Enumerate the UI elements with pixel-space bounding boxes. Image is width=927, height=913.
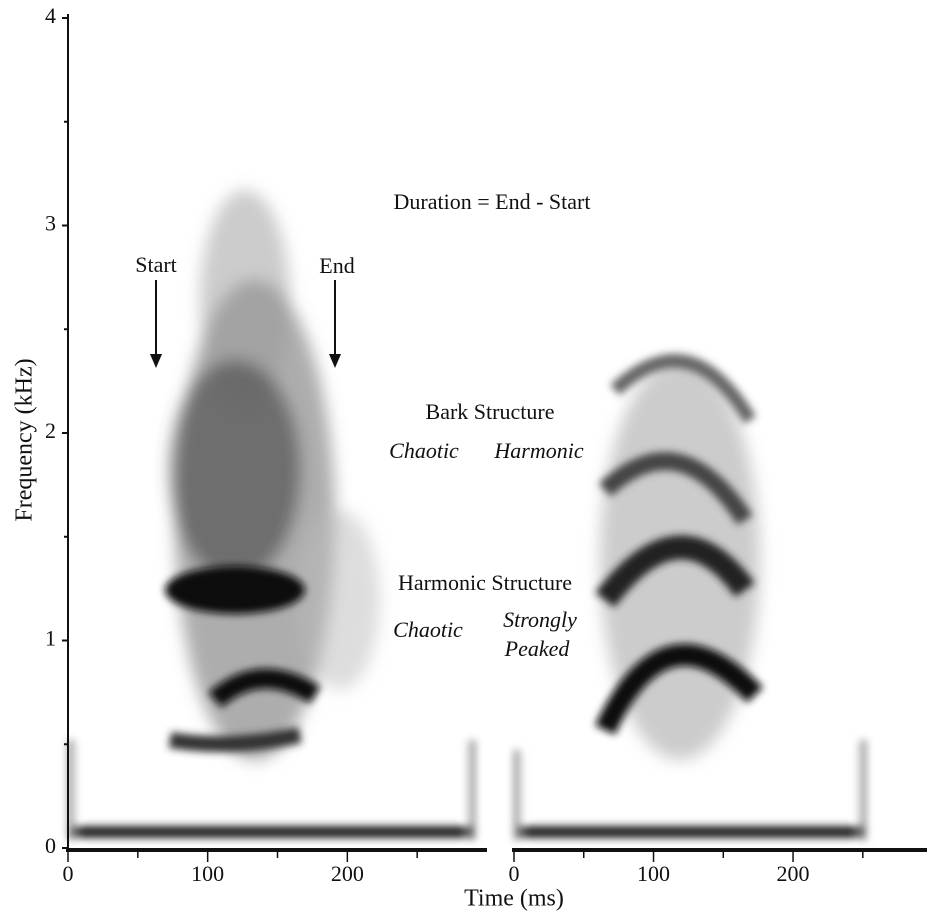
annotation: Start xyxy=(135,252,177,277)
spectrogram-right xyxy=(514,354,866,840)
y-tick-label: 0 xyxy=(45,833,56,858)
spectrogram-left xyxy=(68,190,475,840)
x-tick-label: 100 xyxy=(637,861,670,886)
y-tick-label: 1 xyxy=(45,626,56,651)
annotation: Strongly xyxy=(503,607,577,632)
annotation: Duration = End - Start xyxy=(394,189,591,214)
annotation: Bark Structure xyxy=(426,399,555,424)
x-tick-label: 0 xyxy=(509,861,520,886)
x-tick-label: 200 xyxy=(331,861,364,886)
x-tick-label: 0 xyxy=(63,861,74,886)
annotation: Peaked xyxy=(504,636,571,661)
y-tick-label: 2 xyxy=(45,418,56,443)
annotation: End xyxy=(319,253,354,278)
arrows xyxy=(150,280,341,368)
x-axis-label: Time (ms) xyxy=(464,886,564,912)
x-tick-label: 100 xyxy=(191,861,224,886)
y-axis-label: Frequency (kHz) xyxy=(12,358,38,521)
annotation: Chaotic xyxy=(389,438,459,463)
annotation: Harmonic xyxy=(493,438,583,463)
y-tick-label: 3 xyxy=(45,211,56,236)
y-tick-label: 4 xyxy=(45,3,56,28)
annotation: Chaotic xyxy=(393,617,463,642)
annotation: Harmonic Structure xyxy=(398,570,572,595)
x-tick-label: 200 xyxy=(777,861,810,886)
